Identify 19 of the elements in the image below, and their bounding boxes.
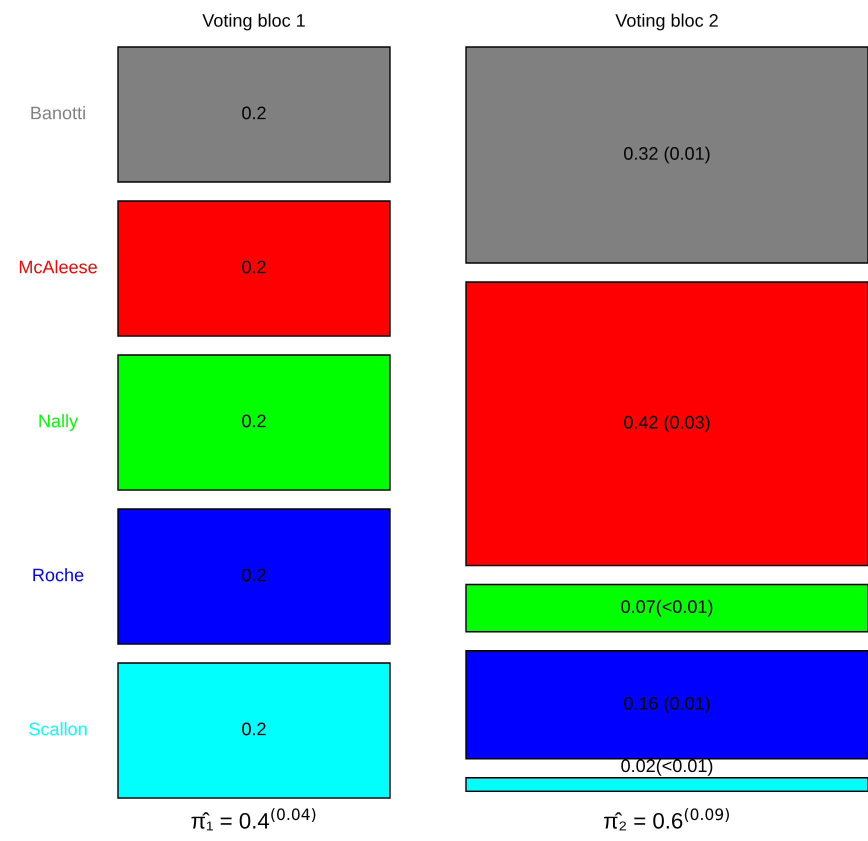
data-label: 0.42 (0.03) [624,415,710,432]
data-label: 0.02(<0.01) [621,758,712,776]
category-label: Voting bloc 1 [202,14,305,30]
data-label: 0.2 [242,260,266,274]
series-label: McAleese [20,260,97,274]
text: π̂₂ = 0.6$^{(0.09)}$ [604,808,729,830]
series-label: Banotti [31,106,85,120]
data-label: 0.2 [242,106,266,120]
data-label: 0.2 [242,568,266,582]
data-label: 0.2 [242,414,266,428]
text: Nally [39,414,78,431]
category-label: Voting bloc 2 [615,14,718,30]
data-label: 0.16 (0.01) [624,696,710,714]
data-label: 0.32 (0.01) [624,146,710,164]
series-label: Roche [33,568,84,582]
data-label: 0.2 [242,722,266,736]
text: π̂₁ = 0.4$^{(0.04)}$ [192,808,316,830]
data-label: 0.07(<0.01) [621,600,712,617]
series-label: Scallon [29,722,86,736]
